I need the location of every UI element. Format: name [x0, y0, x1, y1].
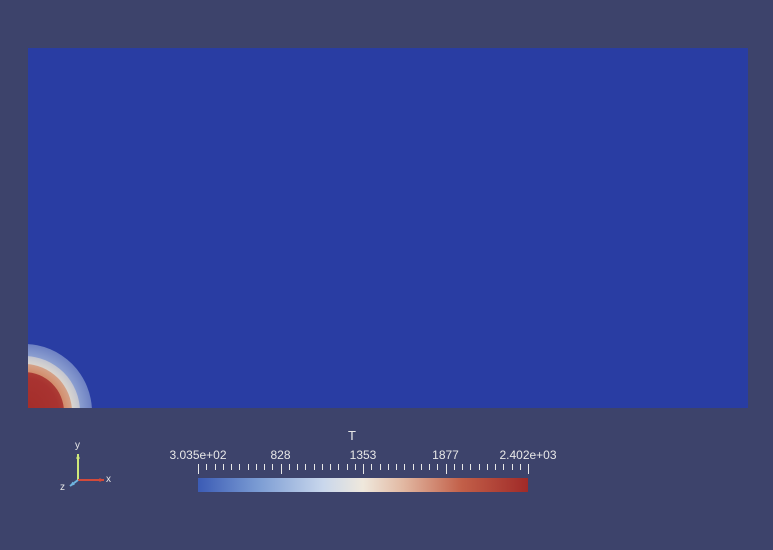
legend-minor-tick — [231, 464, 232, 470]
y-axis-arrow-head — [76, 454, 80, 459]
legend-minor-tick — [322, 464, 323, 470]
legend-minor-tick — [404, 464, 405, 470]
z-axis-label: z — [60, 482, 65, 493]
legend-tick-label: 1353 — [350, 448, 377, 462]
legend-minor-tick — [256, 464, 257, 470]
y-axis-label: y — [75, 440, 80, 451]
legend-major-tick — [281, 464, 282, 474]
legend-minor-tick — [272, 464, 273, 470]
legend-minor-tick — [454, 464, 455, 470]
legend-tick-label: 828 — [270, 448, 290, 462]
legend-minor-tick — [462, 464, 463, 470]
legend-minor-tick — [223, 464, 224, 470]
legend-minor-tick — [421, 464, 422, 470]
simulation-viewport[interactable] — [28, 48, 748, 408]
legend-minor-tick — [314, 464, 315, 470]
legend-minor-tick — [495, 464, 496, 470]
legend-minor-tick — [520, 464, 521, 470]
legend-minor-tick — [487, 464, 488, 470]
legend-major-tick — [528, 464, 529, 474]
legend-tick-label: 3.035e+02 — [169, 448, 226, 462]
legend-minor-tick — [215, 464, 216, 470]
legend-minor-tick — [479, 464, 480, 470]
legend-minor-tick — [396, 464, 397, 470]
legend-minor-tick — [289, 464, 290, 470]
legend-minor-tick — [429, 464, 430, 470]
legend-minor-tick — [355, 464, 356, 470]
legend-minor-tick — [437, 464, 438, 470]
legend-minor-tick — [512, 464, 513, 470]
legend-minor-tick — [239, 464, 240, 470]
legend-minor-tick — [264, 464, 265, 470]
legend-tick-label: 1877 — [432, 448, 459, 462]
legend-minor-tick — [388, 464, 389, 470]
legend-minor-tick — [206, 464, 207, 470]
legend-minor-tick — [503, 464, 504, 470]
legend-minor-tick — [248, 464, 249, 470]
legend-minor-tick — [305, 464, 306, 470]
legend-minor-tick — [330, 464, 331, 470]
legend-minor-tick — [470, 464, 471, 470]
legend-minor-tick — [413, 464, 414, 470]
legend-minor-tick — [371, 464, 372, 470]
legend-title: T — [348, 428, 356, 443]
legend-major-tick — [198, 464, 199, 474]
x-axis-label: x — [106, 474, 111, 485]
legend-major-tick — [363, 464, 364, 474]
legend-major-tick — [446, 464, 447, 474]
legend-minor-tick — [297, 464, 298, 470]
legend-minor-tick — [380, 464, 381, 470]
x-axis-arrow-head — [99, 478, 104, 482]
legend-colorbar — [198, 478, 528, 492]
legend-minor-tick — [338, 464, 339, 470]
legend-minor-tick — [347, 464, 348, 470]
legend-tick-label: 2.402e+03 — [499, 448, 556, 462]
